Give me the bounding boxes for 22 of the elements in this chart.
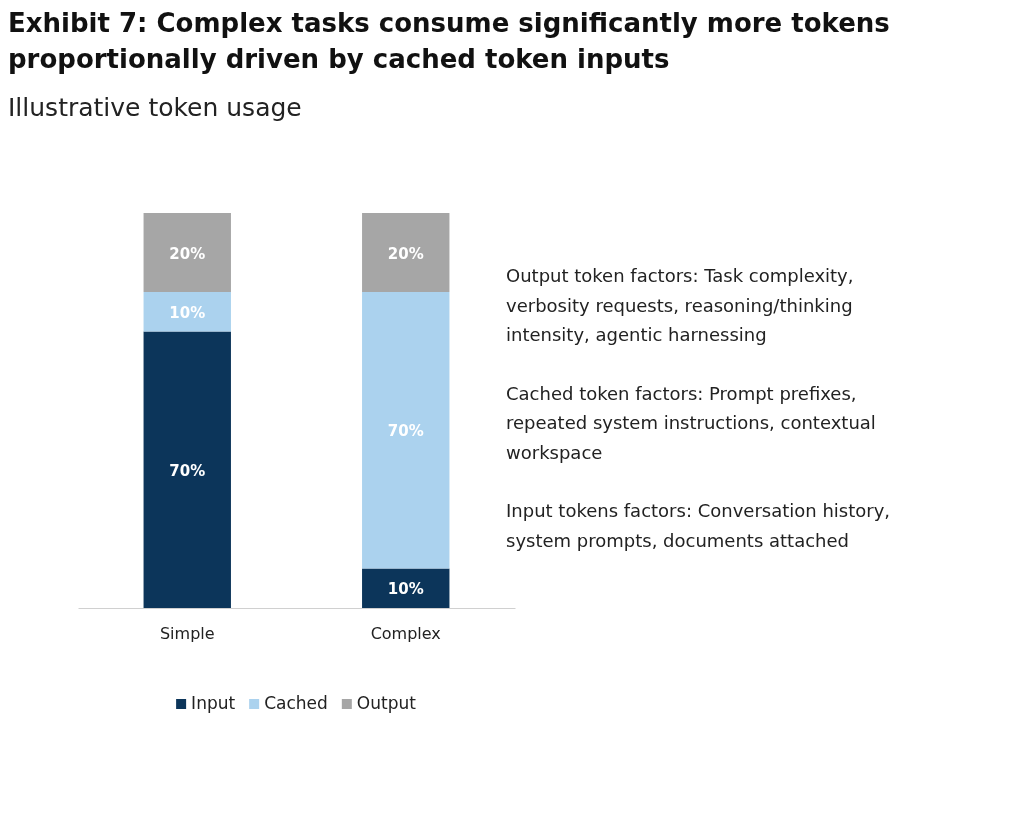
bar bbox=[143, 213, 231, 292]
bar bbox=[143, 292, 231, 332]
bar bbox=[362, 213, 450, 292]
annotation: Input tokens factors: Conversation history, system prompts, documents attached bbox=[506, 500, 891, 551]
annotation: Cached token factors: Prompt prefixes, repeated system instructions, contextual workspace bbox=[506, 382, 876, 463]
legend-label: Input bbox=[191, 693, 236, 713]
legend-label: Cached bbox=[264, 693, 328, 713]
x-tick-label: Simple bbox=[159, 624, 215, 644]
bar bbox=[143, 331, 231, 608]
chart-subtitle: Illustrative token usage bbox=[8, 93, 302, 122]
data-label: 70% bbox=[169, 461, 206, 480]
data-label: 70% bbox=[387, 422, 424, 441]
data-label: 20% bbox=[387, 244, 424, 263]
x-tick-label: Complex bbox=[370, 624, 441, 644]
legend-label: Output bbox=[356, 693, 417, 713]
data-label: 10% bbox=[169, 303, 206, 322]
bar bbox=[362, 568, 450, 608]
data-label: 10% bbox=[387, 580, 424, 599]
chart-title: Exhibit 7: Complex tasks consume significantly more tokens proportionally driven by cached token inputs bbox=[8, 8, 890, 74]
annotation: Output token factors: Task complexity, verbosity requests, reasoning/thinking intensity, agentic harnessing bbox=[506, 265, 854, 345]
bar bbox=[362, 292, 450, 569]
data-label: 20% bbox=[169, 244, 206, 263]
